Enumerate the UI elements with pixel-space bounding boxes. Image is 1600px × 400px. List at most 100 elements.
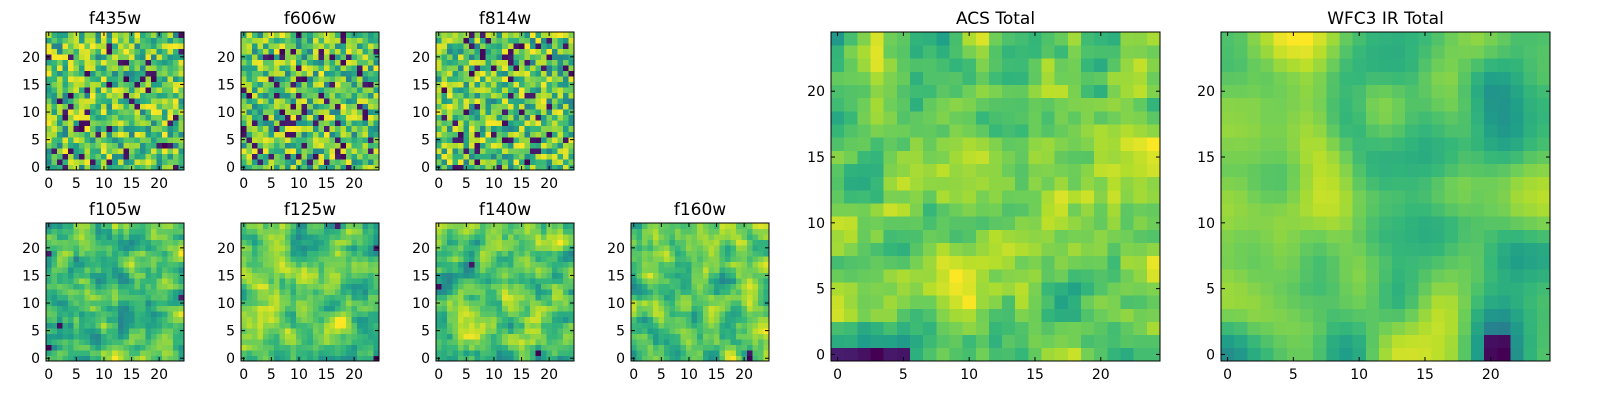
heatmap-cell: [279, 136, 286, 143]
heatmap-cell: [134, 81, 141, 88]
heatmap-cell: [1107, 308, 1121, 322]
heatmap-cell: [279, 272, 286, 279]
heatmap-cell: [79, 32, 86, 38]
heatmap-cell: [680, 349, 687, 356]
heatmap-cell: [664, 228, 671, 235]
heatmap-cell: [551, 131, 558, 138]
heatmap-cell: [79, 92, 86, 99]
heatmap-cell: [156, 256, 163, 263]
heatmap-cell: [664, 234, 671, 240]
heatmap-cell: [318, 355, 325, 362]
heatmap-cell: [713, 333, 720, 340]
heatmap-cell: [518, 256, 525, 263]
heatmap-cell: [568, 322, 575, 329]
heatmap-cell: [329, 300, 336, 307]
heatmap-cell: [452, 228, 459, 235]
heatmap-cell: [268, 92, 275, 99]
heatmap-cell: [178, 76, 185, 83]
heatmap-cell: [112, 316, 119, 323]
heatmap-cell: [312, 316, 319, 323]
heatmap-cell: [117, 147, 124, 154]
heatmap-cell: [79, 120, 86, 127]
heatmap-cell: [857, 176, 871, 191]
heatmap-cell: [529, 125, 536, 132]
heatmap-cell: [51, 114, 58, 121]
heatmap-cell: [296, 70, 303, 77]
heatmap-cell: [436, 98, 442, 105]
heatmap-cell: [167, 300, 174, 307]
heatmap-cell: [84, 311, 91, 318]
heatmap-cell: [896, 203, 911, 217]
heatmap-cell: [735, 272, 742, 279]
heatmap-cell: [746, 283, 753, 290]
heatmap-cell: [329, 114, 336, 121]
heatmap-cell: [540, 223, 547, 229]
heatmap-cell: [658, 267, 665, 274]
heatmap-cell: [290, 272, 297, 279]
heatmap-cell: [857, 268, 871, 283]
heatmap-cell: [263, 316, 269, 323]
heatmap-cell: [647, 333, 654, 340]
heatmap-cell: [279, 131, 286, 138]
heatmap-cell: [702, 250, 709, 257]
heatmap-cell: [68, 131, 74, 138]
heatmap-cell: [557, 109, 564, 116]
heatmap-cell: [1120, 268, 1135, 283]
heatmap-cell: [252, 70, 258, 77]
heatmap-cell: [246, 355, 253, 362]
heatmap-cell: [524, 136, 531, 143]
heatmap-cell: [680, 239, 687, 246]
heatmap-cell: [106, 294, 113, 301]
heatmap-cell: [546, 158, 553, 165]
heatmap-cell: [469, 305, 476, 312]
heatmap-cell: [540, 300, 547, 307]
heatmap-cell: [323, 311, 330, 318]
heatmap-cell: [568, 294, 575, 301]
heatmap-cell: [474, 305, 481, 312]
heatmap-cell: [106, 37, 113, 44]
heatmap-cell: [730, 234, 737, 240]
heatmap-cell: [178, 311, 185, 318]
heatmap-cell: [73, 300, 80, 307]
heatmap-cell: [373, 142, 380, 149]
heatmap-cell: [746, 333, 753, 340]
heatmap-cell: [664, 300, 671, 307]
heatmap-cell: [46, 250, 52, 257]
heatmap-cell: [557, 81, 564, 88]
heatmap-cell: [1041, 176, 1056, 191]
heatmap-cell: [962, 176, 977, 191]
heatmap-cell: [307, 147, 314, 154]
heatmap-cell: [452, 114, 459, 121]
heatmap-cell: [524, 333, 531, 340]
heatmap-cell: [318, 261, 325, 268]
heatmap-cell: [150, 261, 157, 268]
heatmap-cell: [529, 305, 536, 312]
heatmap-cell: [101, 131, 108, 138]
heatmap-cell: [252, 338, 258, 345]
heatmap-cell: [469, 311, 476, 318]
heatmap-cell: [469, 125, 476, 132]
heatmap-cell: [469, 98, 476, 105]
heatmap-cell: [546, 109, 553, 116]
heatmap-cell: [636, 256, 643, 263]
heatmap-cell: [452, 322, 459, 329]
heatmap-cell: [524, 131, 531, 138]
heatmap-cell: [307, 223, 314, 229]
heatmap-cell: [307, 103, 314, 110]
heatmap-cell: [128, 256, 135, 263]
heatmap-cell: [658, 245, 665, 251]
heatmap-cell: [134, 158, 141, 165]
heatmap-cell: [1054, 347, 1069, 362]
heatmap-cell: [106, 87, 113, 94]
heatmap-cell: [79, 109, 86, 116]
heatmap-cell: [112, 278, 119, 285]
heatmap-cell: [373, 70, 380, 77]
heatmap-cell: [529, 289, 536, 296]
heatmap-cell: [844, 189, 858, 204]
heatmap-cell: [73, 256, 80, 263]
heatmap-cell: [134, 256, 141, 263]
heatmap-cell: [51, 278, 58, 285]
heatmap-cell: [436, 70, 442, 77]
heatmap-cell: [441, 294, 448, 301]
heatmap-cell: [356, 153, 363, 160]
